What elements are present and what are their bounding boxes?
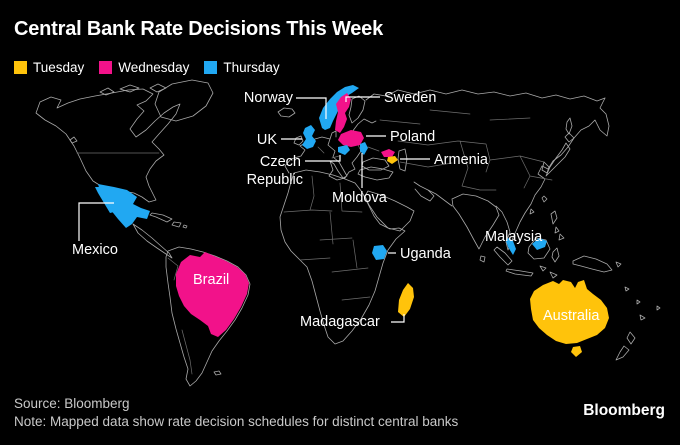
label-uk: UK xyxy=(257,132,277,148)
leader-mexico xyxy=(78,202,114,241)
label-norway: Norway xyxy=(244,90,294,106)
label-leader-lines xyxy=(78,96,430,323)
country-uk xyxy=(302,125,316,149)
label-moldova: Moldova xyxy=(332,190,388,206)
country-mexico xyxy=(98,184,150,228)
label-mexico: Mexico xyxy=(72,242,118,258)
leader-czech xyxy=(305,155,341,162)
country-armenia xyxy=(387,156,398,164)
legend: Tuesday Wednesday Thursday xyxy=(14,60,280,75)
bloomberg-logo: Bloomberg xyxy=(583,402,665,419)
country-malaysia-borneo xyxy=(532,238,547,250)
label-malaysia: Malaysia xyxy=(485,229,543,245)
country-malaysia-peninsula xyxy=(506,238,516,255)
wednesday-color-swatch xyxy=(99,61,113,74)
legend-label-tuesday: Tuesday xyxy=(33,60,85,75)
label-australia: Australia xyxy=(543,308,600,324)
label-madagascar: Madagascar xyxy=(300,314,380,330)
country-sweden xyxy=(335,93,351,133)
label-sweden: Sweden xyxy=(384,90,436,106)
country-czech-republic xyxy=(338,145,350,155)
label-poland: Poland xyxy=(390,129,435,145)
leader-norway xyxy=(296,97,327,119)
label-uganda: Uganda xyxy=(400,246,452,262)
country-uganda xyxy=(372,245,387,260)
page-title: Central Bank Rate Decisions This Week xyxy=(14,18,384,40)
country-poland xyxy=(338,130,364,147)
leader-madagascar xyxy=(391,314,405,323)
country-brazil xyxy=(176,252,249,337)
highlighted-countries xyxy=(95,85,609,357)
caucasus-wednesday-region xyxy=(381,149,395,157)
legend-item-wednesday: Wednesday xyxy=(99,60,189,75)
country-australia-tasmania xyxy=(571,346,582,357)
legend-label-wednesday: Wednesday xyxy=(118,60,190,75)
legend-item-tuesday: Tuesday xyxy=(14,60,84,75)
label-czech-line1: Czech xyxy=(260,154,301,170)
label-czech-line2: Republic xyxy=(247,172,303,188)
country-mexico-baja xyxy=(95,187,114,213)
country-madagascar xyxy=(398,283,414,317)
legend-item-thursday: Thursday xyxy=(204,60,280,75)
leader-sweden xyxy=(345,96,380,102)
country-australia xyxy=(530,280,609,344)
label-armenia: Armenia xyxy=(434,152,489,168)
thursday-color-swatch xyxy=(204,61,218,74)
label-brazil: Brazil xyxy=(193,272,229,288)
note-line: Note: Mapped data show rate decision sch… xyxy=(14,414,459,429)
country-labels: Norway Sweden UK Poland Czech Republic M… xyxy=(72,90,600,330)
legend-label-thursday: Thursday xyxy=(223,60,280,75)
source-line: Source: Bloomberg xyxy=(14,396,130,411)
tuesday-color-swatch xyxy=(14,61,27,74)
country-moldova xyxy=(360,142,368,155)
